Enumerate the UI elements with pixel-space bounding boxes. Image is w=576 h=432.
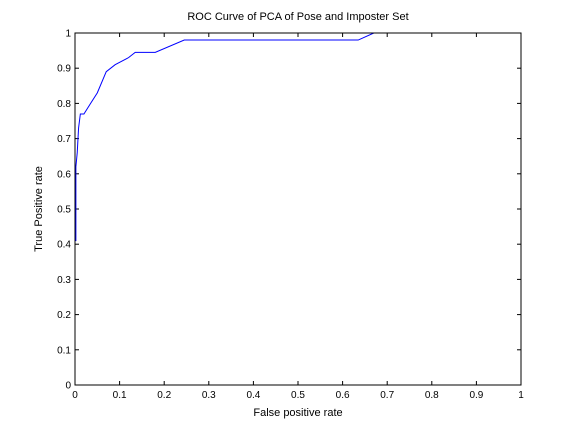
y-tick-label: 0.9: [57, 64, 71, 75]
y-tick-label: 0.4: [57, 240, 71, 251]
y-tick-label: 0.8: [57, 99, 71, 110]
plot-frame: [74, 32, 522, 386]
y-tick-label: 1: [65, 29, 71, 40]
plot-area: [75, 33, 521, 385]
y-tick-label: 0: [65, 381, 71, 392]
ticks-group: 0 0.1 0.2 0.3 0.4 0.5 0.6 0.7 0.8 0.9 1 0 0.1 0.2 0.3 0…: [57, 29, 524, 402]
y-axis-label: True Positive rate: [33, 166, 45, 252]
y-tick-label: 0.3: [57, 275, 71, 286]
roc-series-line: [74, 32, 521, 385]
x-tick-label: 0.5: [291, 390, 305, 401]
series-group: [74, 32, 521, 385]
x-tick-label: 0.8: [425, 390, 439, 401]
x-axis-label: False positive rate: [253, 407, 342, 419]
y-tick-label: 0.2: [57, 310, 71, 321]
x-tick-label: 0.3: [202, 390, 216, 401]
x-tick-label: 0.6: [336, 390, 350, 401]
x-tick-label: 0.9: [469, 390, 483, 401]
y-tick-label: 0.5: [57, 205, 71, 216]
x-tick-label: 1: [518, 390, 524, 401]
x-tick-label: 0.1: [113, 390, 127, 401]
x-tick-label: 0.7: [380, 390, 394, 401]
y-tick-label: 0.7: [57, 134, 71, 145]
x-tick-label: 0.4: [246, 390, 260, 401]
chart-title: ROC Curve of PCA of Pose and Imposter Se…: [187, 11, 408, 23]
x-tick-label: 0: [72, 390, 78, 401]
x-tick-label: 0.2: [157, 390, 171, 401]
y-tick-label: 0.6: [57, 169, 71, 180]
y-tick-label: 0.1: [57, 345, 71, 356]
